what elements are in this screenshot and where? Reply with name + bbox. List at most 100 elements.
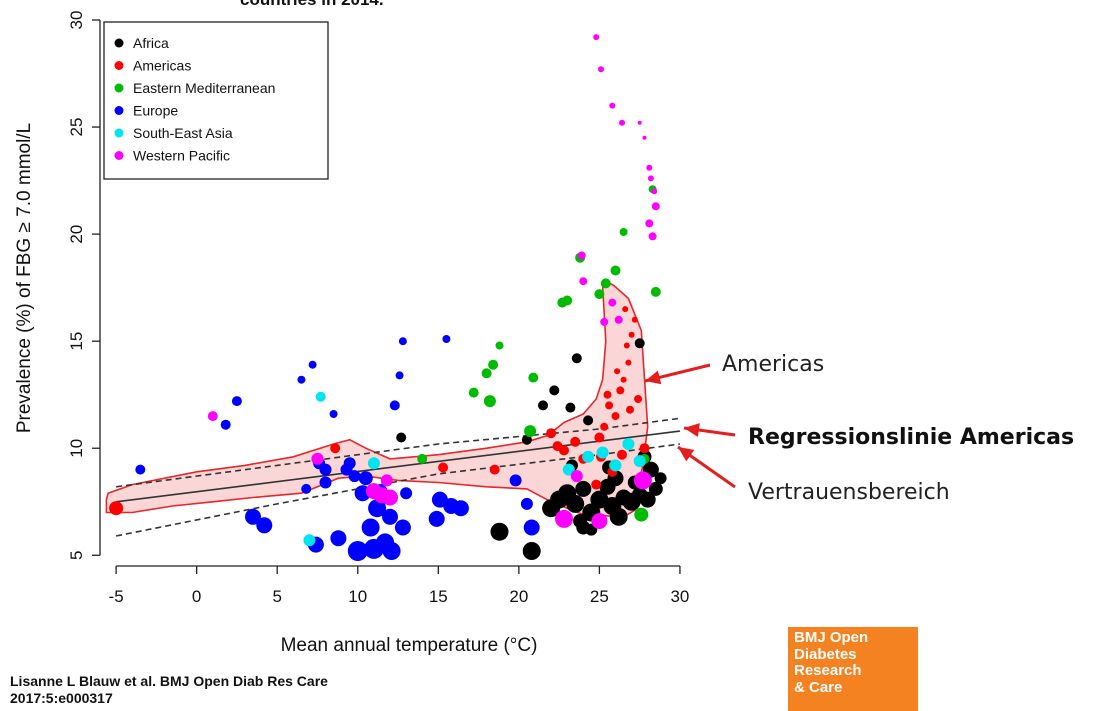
legend-box — [103, 21, 329, 180]
data-point-2-8 — [570, 436, 581, 447]
annotation-regression: Regressionslinie Americas — [748, 425, 1075, 450]
data-point-4-24 — [347, 541, 368, 561]
x-axis-label: Mean annual temperature (°C) — [281, 635, 538, 656]
data-point-1-10 — [634, 338, 645, 349]
data-point-3-17 — [634, 507, 649, 522]
data-point-4-35 — [343, 457, 356, 470]
data-point-4-1 — [135, 464, 146, 475]
data-point-4-40 — [301, 483, 312, 494]
x-tick-label-5: 15 — [429, 587, 448, 606]
x-tick-label-7: 25 — [590, 587, 609, 606]
data-point-4-31 — [452, 500, 469, 517]
americas-region-layer — [105, 280, 649, 518]
data-point-3-14 — [619, 228, 628, 236]
data-point-1-8 — [565, 402, 576, 413]
legend-label-2: Americas — [133, 58, 191, 74]
data-point-4-4 — [245, 508, 261, 525]
data-point-2-19 — [622, 306, 629, 313]
data-point-2-13 — [611, 412, 620, 421]
data-point-3-19 — [417, 453, 428, 464]
data-point-2-25 — [617, 449, 627, 460]
data-point-4-28 — [428, 510, 445, 527]
data-point-6-6 — [382, 489, 398, 506]
data-point-2-4 — [438, 462, 449, 473]
chart-title: countries in 2014. — [240, 0, 384, 10]
data-point-6-26 — [591, 513, 608, 529]
data-point-6-17 — [647, 175, 654, 182]
annotation-confidence: Vertrauensbereich — [748, 480, 950, 505]
data-point-2-1 — [109, 501, 124, 516]
data-point-3-9 — [562, 295, 573, 306]
data-point-4-37 — [520, 497, 533, 510]
data-point-4-20 — [398, 337, 407, 346]
americas-region — [105, 280, 649, 518]
data-point-6-18 — [651, 188, 658, 195]
data-point-2-27 — [552, 441, 563, 452]
arrow-regression-head — [684, 423, 700, 437]
data-point-1-21 — [609, 507, 628, 526]
arrow-confidence-head — [678, 447, 695, 462]
data-point-2-26 — [639, 443, 650, 454]
data-point-6-14 — [637, 120, 642, 125]
data-point-4-23 — [330, 530, 347, 547]
data-point-2-2 — [330, 443, 341, 454]
citation-line-2: 2017:5:e000317 — [10, 690, 113, 706]
data-point-5-8 — [622, 438, 635, 450]
data-point-3-7 — [524, 425, 537, 438]
annotation-arrows — [644, 363, 736, 489]
data-point-4-9 — [319, 463, 332, 476]
data-point-4-12 — [348, 470, 361, 483]
citation: Lisanne L Blauw et al. BMJ Open Diab Res… — [10, 673, 328, 707]
legend-label-5: South-East Asia — [133, 125, 233, 141]
data-point-6-22 — [600, 317, 609, 326]
data-point-3-11 — [594, 289, 605, 300]
y-tick-label-4: 20 — [67, 225, 86, 244]
data-point-2-6 — [546, 428, 557, 439]
legend-marker-2 — [114, 61, 124, 70]
x-tick-label-2: 0 — [192, 587, 201, 606]
data-point-2-20 — [603, 390, 612, 399]
data-point-3-2 — [481, 368, 492, 379]
y-tick-label-3: 15 — [67, 332, 86, 351]
y-axis-label: Prevalence (%) of FBG ≥ 7.0 mmol/L — [14, 123, 35, 433]
data-point-1-5 — [538, 400, 548, 411]
data-point-2-14 — [616, 386, 625, 395]
data-point-4-18 — [389, 400, 400, 411]
x-tick-label-1: -5 — [109, 587, 124, 606]
data-point-4-26 — [382, 508, 398, 525]
points-layer — [109, 34, 667, 561]
data-point-3-12 — [600, 278, 611, 289]
data-point-1-2 — [490, 522, 509, 541]
data-point-1-3 — [522, 542, 541, 560]
annotation-americas: Americas — [722, 352, 825, 377]
legend-marker-5 — [114, 128, 124, 138]
data-point-4-7 — [308, 360, 317, 369]
data-point-1-14 — [566, 494, 585, 513]
data-point-1-16 — [575, 480, 592, 497]
data-point-2-30 — [623, 342, 630, 349]
data-point-6-15 — [642, 135, 647, 140]
data-point-6-10 — [593, 34, 600, 41]
data-point-4-10 — [329, 410, 338, 418]
data-point-5-6 — [633, 455, 646, 468]
data-point-5-1 — [315, 391, 326, 402]
data-point-4-15 — [368, 499, 387, 518]
data-point-4-33 — [358, 471, 373, 486]
legend-label-3: Eastern Mediterranean — [133, 80, 275, 96]
data-point-6-24 — [614, 315, 623, 324]
data-point-6-13 — [619, 119, 625, 126]
data-point-4-39 — [319, 476, 332, 489]
x-tick-label-8: 30 — [670, 587, 689, 606]
data-point-4-2 — [220, 419, 231, 430]
data-point-2-16 — [625, 359, 632, 366]
data-point-5-4 — [582, 450, 595, 463]
data-point-4-17 — [382, 542, 401, 560]
data-point-3-4 — [495, 341, 504, 350]
x-tick-label-3: 5 — [272, 587, 281, 606]
data-point-2-24 — [591, 479, 602, 490]
confidence-band-layer — [115, 417, 681, 537]
y-tick-label-2: 10 — [67, 439, 86, 458]
data-point-6-25 — [633, 471, 652, 490]
data-point-4-27 — [394, 519, 411, 536]
legend-marker-6 — [114, 151, 124, 160]
